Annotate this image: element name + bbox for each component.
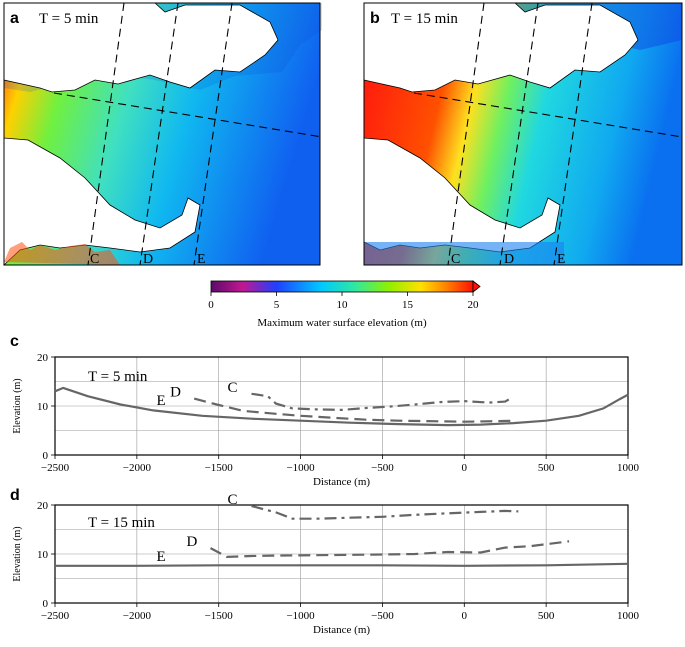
series-line-d — [209, 540, 570, 559]
y-tick-label: 10 — [37, 549, 49, 561]
coast-hotspot-a — [4, 242, 120, 265]
chart-panel-c: c −2500 −2000 −1500 −1000 −500 0 500 1000 0 10 20 D… — [10, 333, 640, 488]
colorbar-arrow-icon — [472, 280, 481, 293]
transect-label-a-d: D — [143, 252, 153, 267]
transect-line-a-c — [87, 2, 125, 266]
map-panel-b: b T = 15 min C D E — [363, 2, 683, 267]
x-tick-label: −2500 — [41, 610, 70, 622]
y-tick-label: 0 — [43, 450, 49, 462]
series-label-e: E — [157, 549, 166, 565]
x-axis-label: Distance (m) — [313, 624, 370, 636]
x-tick-label: −2000 — [123, 610, 152, 622]
x-tick-label: −1000 — [286, 610, 315, 622]
time-annotation: T = 5 min — [88, 369, 148, 385]
colorbar-tick-label: 10 — [337, 299, 349, 311]
transect-line-b-main — [413, 92, 683, 138]
landmass-south-a — [3, 137, 201, 266]
panel-letter-b: b — [370, 10, 380, 27]
series-line-e — [54, 386, 629, 427]
transect-label-b-e: E — [557, 252, 566, 267]
x-tick-label: −2000 — [123, 462, 152, 474]
transect-line-a-main — [53, 92, 323, 138]
landmass-north-b — [363, 2, 639, 93]
x-tick-label: −1500 — [205, 610, 234, 622]
series-label-d: D — [170, 385, 181, 401]
x-tick-label: −500 — [371, 462, 394, 474]
series-label-c: C — [227, 492, 237, 508]
landmass-north-a — [3, 2, 279, 93]
x-tick-label: 0 — [462, 462, 468, 474]
panel-letter-d: d — [10, 487, 20, 504]
x-tick-label: 500 — [538, 610, 555, 622]
x-axis-label: Distance (m) — [313, 476, 370, 488]
x-tick-label: −1000 — [286, 462, 315, 474]
colorbar-label: Maximum water surface elevation (m) — [257, 317, 427, 329]
transect-line-b-c — [447, 2, 485, 266]
colorbar-tick-label: 5 — [274, 299, 280, 311]
series-line-c — [251, 504, 519, 520]
transect-label-b-d: D — [504, 252, 514, 267]
y-tick-label: 20 — [37, 500, 49, 512]
transect-line-b-e — [553, 2, 593, 266]
series-line-d — [193, 397, 514, 423]
transect-line-a-e — [193, 2, 233, 266]
transect-line-b-d — [499, 2, 539, 266]
y-tick-label: 0 — [43, 598, 49, 610]
series-label-c: C — [227, 380, 237, 396]
transect-label-b-c: C — [451, 252, 460, 267]
series-line-c — [251, 392, 511, 412]
x-tick-label: 0 — [462, 610, 468, 622]
series-label-d: D — [187, 534, 198, 550]
x-tick-label: 500 — [538, 462, 555, 474]
x-tick-label: −2500 — [41, 462, 70, 474]
y-tick-label: 20 — [37, 352, 49, 364]
map-frame-b — [363, 2, 683, 266]
colorbar-tick-label: 20 — [468, 299, 480, 311]
chart-panel-d: d −2500 −2000 −1500 −1000 −500 0 500 1000 0 10 20 D… — [10, 487, 640, 636]
time-label-a: T = 5 min — [39, 11, 99, 27]
map-panel-a: a T = 5 min C D E — [3, 2, 323, 267]
map-frame-a — [3, 2, 321, 266]
time-annotation: T = 15 min — [88, 515, 155, 531]
coast-shade-b — [364, 242, 564, 265]
y-tick-label: 10 — [37, 401, 49, 413]
y-axis-label: Elevation (m) — [12, 526, 23, 581]
y-axis-label: Elevation (m) — [12, 378, 23, 433]
colorbar-gradient — [210, 280, 474, 293]
transect-label-a-c: C — [90, 252, 99, 267]
x-tick-label: 1000 — [617, 462, 640, 474]
x-tick-label: −1500 — [205, 462, 234, 474]
colorbar: 0 5 10 15 20 Maximum water surface elevation… — [208, 280, 481, 329]
panel-letter-a: a — [10, 10, 19, 27]
series-line-e — [55, 562, 629, 567]
panel-letter-c: c — [10, 333, 19, 350]
colorbar-tick-label: 0 — [208, 299, 214, 311]
x-tick-label: −500 — [371, 610, 394, 622]
x-tick-label: 1000 — [617, 610, 640, 622]
time-label-b: T = 15 min — [391, 11, 458, 27]
transect-label-a-e: E — [197, 252, 206, 267]
transect-line-a-d — [139, 2, 179, 266]
colorbar-tick-label: 15 — [402, 299, 414, 311]
series-label-e: E — [157, 393, 166, 409]
